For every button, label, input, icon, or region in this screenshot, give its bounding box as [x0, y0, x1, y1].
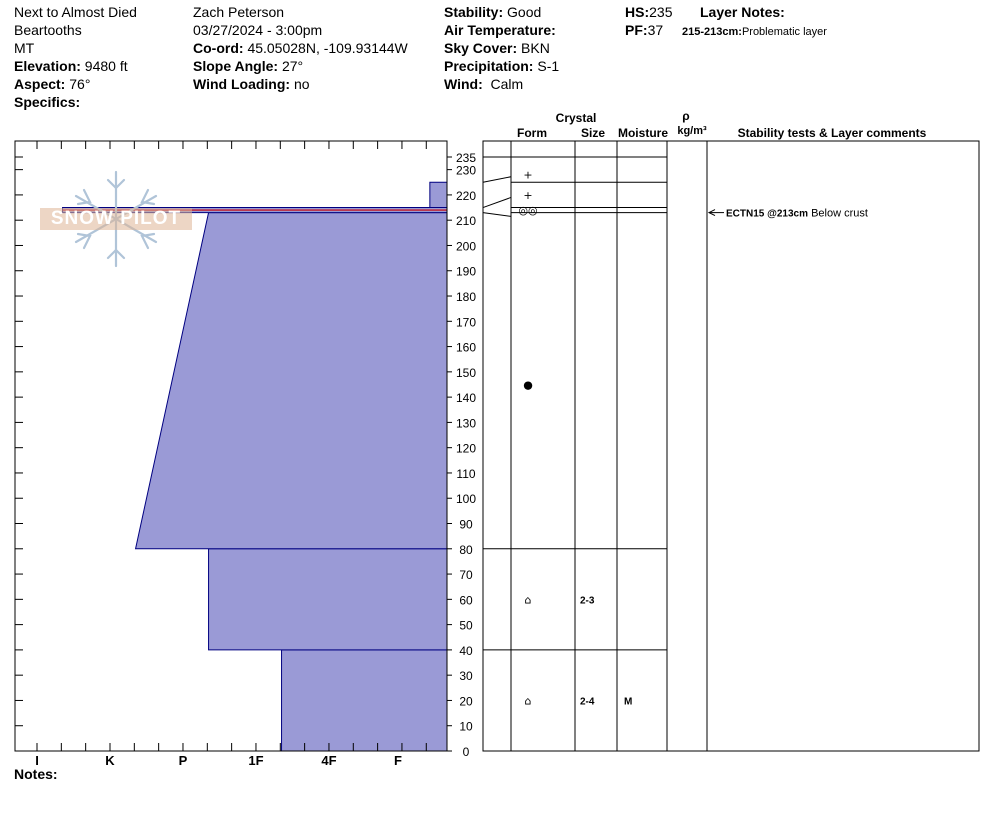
- connector-line: [482, 196, 512, 209]
- layer-note: 215-213cm:Problematic layer: [682, 26, 827, 38]
- hardness-tick-label: K: [105, 753, 115, 768]
- slope-angle: Slope Angle: 27°: [193, 58, 304, 74]
- layer-table-headers: Crystal Form Size Moisture ρ kg/m³ Stability t…: [517, 109, 927, 140]
- height-tick-label: 230: [456, 164, 476, 178]
- logo-text: SNOW PILOT: [40, 208, 192, 230]
- hardness-profile-fill: [62, 157, 448, 752]
- height-tick-label: 170: [456, 315, 476, 329]
- header-col-observer: Zach Peterson 03/27/2024 - 3:00pm Co-ord…: [193, 3, 408, 93]
- location-name: Next to Almost Died: [14, 4, 137, 20]
- notes-label: Notes:: [14, 766, 58, 782]
- precipitation: Precipitation: S-1: [444, 58, 560, 74]
- grain-form-symbol: +: [523, 189, 532, 202]
- coordinates: Co-ord: 45.05028N, -109.93144W: [193, 40, 408, 56]
- hardness-axis: I K P 1F 4F F: [35, 141, 427, 768]
- hardness-plot-frame: [14, 140, 448, 752]
- header-col-conditions: Stability: Good Air Temperature: Sky Cov…: [444, 3, 559, 93]
- state: MT: [14, 40, 35, 56]
- height-tick-label: 40: [459, 644, 473, 658]
- mountain-range: Beartooths: [14, 22, 82, 38]
- wind: Wind: Calm: [444, 76, 524, 92]
- height-tick-label: 190: [456, 265, 476, 279]
- grain-form-symbol: ⌂: [525, 694, 532, 707]
- grain-form-symbol: ⌂: [525, 593, 532, 606]
- height-tick-label: 80: [459, 543, 473, 557]
- crystal-header: Crystal: [556, 111, 597, 125]
- height-tick-label: 120: [456, 442, 476, 456]
- snow-height: HS:235: [625, 4, 673, 20]
- hardness-tick-label: 4F: [321, 753, 336, 768]
- height-tick-label: 30: [459, 669, 473, 683]
- snow-pilot-logo: SNOW PILOT: [38, 170, 198, 270]
- height-tick-label: 90: [459, 518, 473, 532]
- height-tick-label: 200: [456, 239, 476, 253]
- height-tick-label: 20: [459, 694, 473, 708]
- header-col-location: Next to Almost Died Beartooths MT Elevat…: [14, 3, 137, 111]
- stability-tests: ECTN15 @213cm Below crust: [707, 208, 868, 220]
- profile-layer-4: [429, 181, 448, 209]
- layer-table-grid: [482, 141, 708, 752]
- profile-layer-0: [281, 649, 448, 752]
- density-symbol: ρ: [682, 109, 689, 123]
- form-header: Form: [517, 126, 547, 140]
- height-tick-label: 110: [456, 467, 475, 481]
- connector-line: [482, 176, 512, 183]
- stability-test-text: ECTN15 @213cm Below crust: [726, 208, 868, 220]
- height-tick-label: 50: [459, 619, 473, 633]
- height-tick-label: 130: [456, 416, 476, 430]
- stability-comments-header: Stability tests & Layer comments: [738, 126, 927, 140]
- specifics: Specifics:: [14, 94, 81, 110]
- height-axis: 0 10 20 30 40 50 60 70 80 90 100 110 120 130 140 150 160…: [15, 151, 476, 759]
- height-tick-label: 220: [456, 189, 476, 203]
- stability-test-comment: Below crust: [808, 208, 868, 220]
- observation-datetime: 03/27/2024 - 3:00pm: [193, 22, 323, 38]
- profile-layer-1: [208, 548, 448, 651]
- height-tick-label: 160: [456, 341, 476, 355]
- height-tick-label: 235: [456, 151, 476, 165]
- layer-notes-title: Layer Notes:: [700, 4, 785, 20]
- grain-size: 2-4: [580, 696, 595, 707]
- test-arrow-icon: [707, 209, 716, 217]
- height-tick-label: 100: [456, 492, 476, 506]
- grain-form-symbol: ●: [523, 378, 533, 391]
- layer-table-frame: [482, 140, 980, 752]
- grain-form-symbol: ◎◎: [518, 204, 537, 217]
- wind-loading: Wind Loading: no: [193, 76, 310, 92]
- connector-line: [482, 212, 512, 217]
- hardness-tick-label: I: [35, 753, 39, 768]
- hardness-tick-label: P: [179, 753, 188, 768]
- moisture-value: M: [624, 696, 632, 707]
- height-tick-label: 60: [459, 593, 473, 607]
- density-unit: kg/m³: [677, 125, 707, 137]
- height-tick-label: 140: [456, 391, 476, 405]
- penetration-foot: PF:37: [625, 22, 664, 38]
- air-temperature: Air Temperature:: [444, 22, 556, 38]
- height-tick-label: 150: [456, 366, 476, 380]
- header-col-snowpack: HS:235 PF:37: [625, 3, 672, 39]
- height-tick-label: 210: [456, 214, 476, 228]
- observer-name: Zach Peterson: [193, 4, 285, 20]
- size-header: Size: [581, 126, 605, 140]
- stability: Stability: Good: [444, 4, 542, 20]
- grain-form-symbol: +: [523, 169, 532, 182]
- height-tick-label: 0: [463, 745, 470, 759]
- layer-table-cells: ⌂ 2-4 M ⌂ 2-3 ● ◎◎ + +: [518, 169, 632, 708]
- moisture-header: Moisture: [618, 126, 668, 140]
- sky-cover: Sky Cover: BKN: [444, 40, 550, 56]
- aspect: Aspect: 76°: [14, 76, 91, 92]
- hardness-tick-label: 1F: [248, 753, 263, 768]
- height-tick-label: 180: [456, 290, 476, 304]
- height-tick-label: 10: [459, 720, 473, 734]
- grain-size: 2-3: [580, 595, 595, 606]
- elevation: Elevation: 9480 ft: [14, 58, 128, 74]
- stability-test-result: ECTN15 @213cm: [726, 209, 808, 220]
- hardness-tick-label: F: [394, 753, 402, 768]
- height-tick-label: 70: [459, 568, 473, 582]
